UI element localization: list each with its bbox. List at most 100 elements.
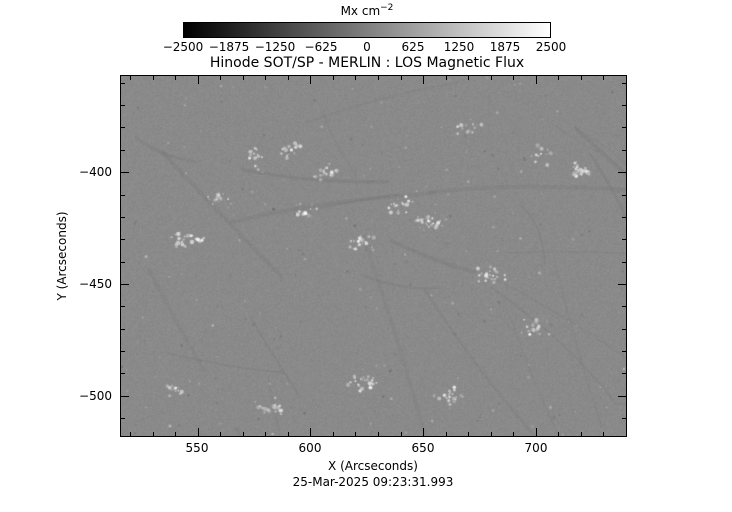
- axis-tick: [265, 76, 267, 80]
- axis-tick: [580, 76, 582, 80]
- axis-tick: [622, 194, 626, 196]
- axis-tick: [355, 432, 357, 436]
- x-tick-label: 600: [298, 441, 322, 455]
- colorbar-tick-label: −2500: [162, 40, 204, 54]
- axis-tick: [423, 76, 425, 84]
- axis-tick: [445, 76, 447, 80]
- axis-tick: [332, 432, 334, 436]
- axis-tick: [618, 172, 626, 174]
- y-tick-label: −400: [79, 165, 112, 179]
- axis-tick: [618, 395, 626, 397]
- axis-tick: [175, 76, 177, 80]
- colorbar-tick-label: −625: [304, 40, 338, 54]
- axis-tick: [265, 432, 267, 436]
- axis-tick: [130, 76, 132, 80]
- axis-tick: [622, 261, 626, 263]
- axis-tick: [121, 373, 125, 375]
- colorbar-tick-label: −1250: [254, 40, 296, 54]
- axis-tick: [622, 373, 626, 375]
- colorbar-tick-label: 2500: [535, 40, 567, 54]
- axis-tick: [622, 351, 626, 353]
- colorbar-tick-label: 625: [401, 40, 425, 54]
- axis-tick: [332, 76, 334, 80]
- axis-tick: [513, 76, 515, 80]
- axis-tick: [121, 149, 125, 151]
- y-tick-label: −500: [79, 389, 112, 403]
- colorbar-tick-label: 1875: [489, 40, 521, 54]
- magnetogram-canvas: [121, 76, 626, 436]
- axis-tick: [535, 76, 537, 84]
- colorbar: [183, 22, 551, 38]
- axis-tick: [310, 428, 312, 436]
- axis-tick: [445, 432, 447, 436]
- axis-tick: [121, 127, 125, 129]
- axis-tick: [152, 432, 154, 436]
- colorbar-tick-label: 1250: [443, 40, 475, 54]
- axis-tick: [121, 261, 125, 263]
- axis-tick: [121, 82, 125, 84]
- axis-tick: [490, 76, 492, 80]
- colorbar-tick-label: −1875: [208, 40, 250, 54]
- axis-tick: [121, 283, 129, 285]
- colorbar-unit-base: Mx cm: [340, 4, 381, 18]
- axis-tick: [558, 76, 560, 80]
- axis-tick: [121, 172, 129, 174]
- axis-tick: [355, 76, 357, 80]
- axis-tick: [121, 418, 125, 420]
- plot-area: [120, 75, 627, 437]
- axis-tick: [468, 76, 470, 80]
- axis-tick: [121, 395, 129, 397]
- axis-tick: [121, 328, 125, 330]
- axis-tick: [603, 76, 605, 80]
- colorbar-unit-label: Mx cm−2: [341, 3, 394, 18]
- axis-tick: [622, 239, 626, 241]
- axis-tick: [400, 432, 402, 436]
- x-tick-label: 700: [524, 441, 548, 455]
- axis-tick: [535, 428, 537, 436]
- axis-tick: [287, 76, 289, 80]
- axis-tick: [558, 432, 560, 436]
- axis-tick: [197, 76, 199, 84]
- axis-tick: [622, 127, 626, 129]
- axis-tick: [121, 194, 125, 196]
- axis-tick: [121, 239, 125, 241]
- plot-title: Hinode SOT/SP - MERLIN : LOS Magnetic Fl…: [209, 55, 525, 71]
- axis-tick: [378, 76, 379, 80]
- axis-tick: [618, 283, 626, 285]
- axis-tick: [622, 328, 626, 330]
- axis-tick: [121, 216, 125, 218]
- axis-tick: [197, 428, 199, 436]
- observation-timestamp: 25-Mar-2025 09:23:31.993: [292, 475, 454, 489]
- colorbar-unit-exponent: −2: [380, 3, 394, 13]
- axis-tick: [242, 76, 244, 80]
- axis-tick: [220, 76, 222, 80]
- axis-tick: [310, 76, 312, 84]
- x-tick-label: 650: [411, 441, 435, 455]
- axis-tick: [175, 432, 177, 436]
- axis-tick: [622, 105, 626, 107]
- axis-tick: [130, 432, 132, 436]
- axis-tick: [622, 149, 626, 151]
- x-tick-label: 550: [185, 441, 209, 455]
- colorbar-tick-label: 0: [363, 40, 371, 54]
- axis-tick: [400, 76, 402, 80]
- axis-tick: [468, 432, 470, 436]
- axis-tick: [121, 351, 125, 353]
- axis-tick: [121, 105, 125, 107]
- axis-tick: [622, 418, 626, 420]
- y-axis-label: Y (Arcseconds): [55, 211, 69, 301]
- axis-tick: [490, 432, 492, 436]
- axis-tick: [287, 432, 289, 436]
- axis-tick: [622, 306, 626, 308]
- axis-tick: [378, 432, 379, 436]
- axis-tick: [603, 432, 605, 436]
- x-axis-label: X (Arcseconds): [328, 459, 418, 473]
- axis-tick: [580, 432, 582, 436]
- axis-tick: [152, 76, 154, 80]
- axis-tick: [622, 82, 626, 84]
- axis-tick: [242, 432, 244, 436]
- axis-tick: [513, 432, 515, 436]
- axis-tick: [622, 216, 626, 218]
- axis-tick: [121, 306, 125, 308]
